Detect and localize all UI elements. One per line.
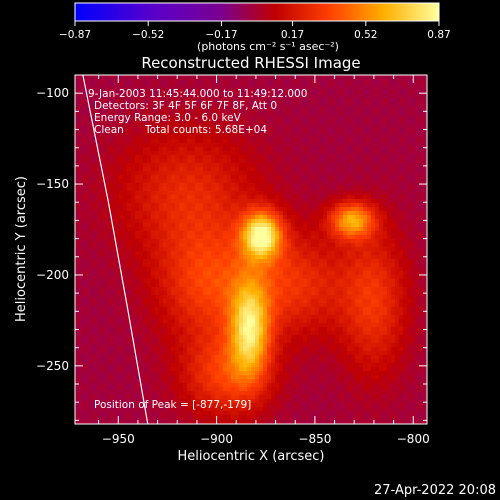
plot-frame (74, 74, 428, 425)
colorbar-tick-label: 0.17 (281, 29, 304, 41)
colorbar-tick-label: −0.52 (132, 29, 164, 41)
colorbar-unit: (photons cm⁻² s⁻¹ asec⁻²) (197, 40, 339, 53)
colorbar-tick-label: 0.87 (427, 29, 450, 41)
x-tick-label: −950 (102, 432, 135, 446)
chart-title: Reconstructed RHESSI Image (141, 54, 360, 72)
colorbar-tick-label: 0.52 (354, 29, 377, 41)
x-axis-label: Heliocentric X (arcsec) (178, 449, 325, 464)
solar-limb-curve (82, 75, 149, 424)
y-axis-label: Heliocentric Y (arcsec) (14, 176, 29, 322)
x-tick-label: −900 (200, 432, 233, 446)
y-tick-label: −200 (36, 268, 69, 282)
annotation-time: 9-Jan-2003 11:45:44.000 to 11:49:12.000 (88, 88, 307, 100)
annotation-total-counts: Total counts: 5.68E+04 (144, 124, 267, 136)
footer-date: 27-Apr-2022 20:08 (374, 483, 496, 498)
y-tick-label: −150 (36, 177, 69, 191)
axis-ticks: −950 −900 −850 −800 −100 −150 −200 −250 (36, 74, 430, 446)
colorbar-tick-label: −0.87 (59, 29, 91, 41)
peak-position-label: Position of Peak = [-877,-179] (94, 399, 251, 411)
annotation-detectors: Detectors: 3F 4F 5F 6F 7F 8F, Att 0 (94, 100, 277, 112)
annotation-energy: Energy Range: 3.0 - 6.0 keV (94, 112, 242, 124)
x-tick-label: −800 (397, 432, 430, 446)
y-tick-label: −250 (36, 359, 69, 373)
annotation-clean: Clean (94, 124, 124, 136)
y-tick-label: −100 (36, 86, 69, 100)
colorbar-tick-label: −0.17 (205, 29, 237, 41)
colorbar (74, 2, 440, 22)
x-tick-label: −850 (298, 432, 331, 446)
heatmap-image (75, 75, 427, 424)
colorbar-ticks: −0.87 −0.52 −0.17 0.17 0.52 0.87 (59, 21, 451, 41)
